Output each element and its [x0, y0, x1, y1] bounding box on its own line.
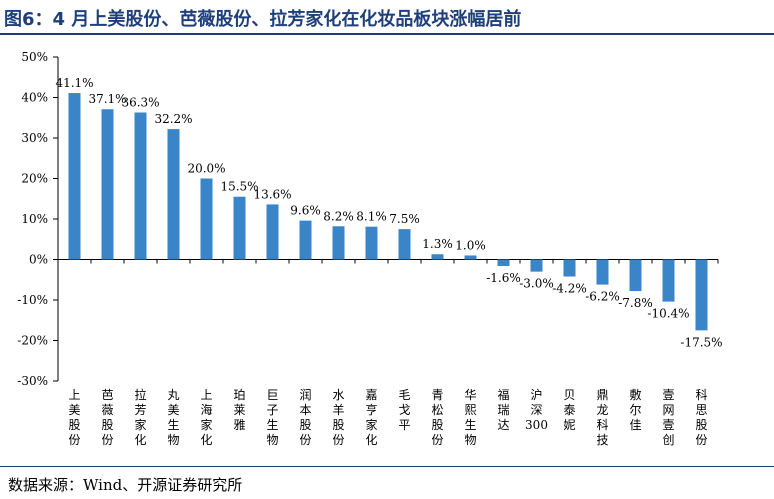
bar: [365, 226, 378, 260]
data-label: 9.6%: [290, 204, 321, 218]
category-label: 上美股份: [68, 388, 80, 447]
bar: [497, 259, 510, 266]
category-label: 沪深 300: [525, 388, 548, 432]
data-label: -10.4%: [647, 307, 689, 321]
bar: [101, 109, 114, 260]
bar: [563, 259, 576, 277]
data-label: -7.8%: [618, 296, 653, 310]
y-tick-label: 30%: [21, 131, 48, 145]
y-tick-label: 20%: [21, 172, 48, 186]
data-label: -6.2%: [585, 290, 620, 304]
data-label: 36.3%: [121, 95, 159, 109]
source-note: 数据来源：Wind、开源证券研究所: [8, 476, 243, 494]
chart-area: 50% 40% 30% 20% 10% 0% -10% -20% -30% 41.1% 上美股份 37…: [0, 38, 774, 463]
data-label: -3.0%: [519, 277, 554, 291]
footer-divider: [0, 466, 774, 467]
bar: [596, 259, 609, 285]
y-tick-label: 50%: [21, 50, 48, 64]
bar: [629, 259, 642, 292]
chart-title: 图6：4 月上美股份、芭薇股份、拉芳家化在化妆品板块涨幅居前: [4, 9, 522, 30]
data-label: -4.2%: [552, 282, 587, 296]
category-label: 巨子生物: [266, 388, 278, 447]
category-label: 上海家化: [200, 388, 212, 447]
category-label: 鼎龙科技: [596, 388, 608, 447]
bar: [167, 129, 180, 260]
data-label: 8.2%: [323, 209, 354, 223]
data-label: 41.1%: [55, 76, 93, 90]
data-label: -1.6%: [486, 271, 521, 285]
category-label: 丸美生物: [167, 388, 179, 447]
y-tick-label: -10%: [17, 293, 48, 307]
data-label: 37.1%: [88, 92, 126, 106]
data-label: 1.0%: [455, 238, 486, 252]
bar: [68, 93, 81, 260]
bar: [200, 178, 213, 260]
bar: [233, 196, 246, 260]
bar: [662, 259, 675, 302]
category-label: 毛戈平: [398, 388, 410, 432]
category-label: 福瑞达: [497, 387, 509, 432]
category-label: 壹网壹创: [662, 388, 674, 447]
bar: [431, 254, 444, 260]
data-label: 7.5%: [389, 212, 420, 226]
bar: [398, 229, 411, 260]
bar: [332, 226, 345, 260]
category-label: 华熙生物: [464, 388, 476, 447]
data-label: -17.5%: [680, 335, 722, 349]
y-tick-label: 0%: [29, 253, 48, 267]
y-tick-label: 40%: [21, 91, 48, 105]
bar: [266, 204, 279, 260]
data-label: 15.5%: [220, 180, 258, 194]
bar: [530, 259, 543, 272]
category-label: 敷尔佳: [629, 387, 641, 432]
title-bar: 图6：4 月上美股份、芭薇股份、拉芳家化在化妆品板块涨幅居前: [0, 0, 774, 35]
category-label: 贝泰妮: [563, 388, 575, 432]
category-label: 嘉亨家化: [365, 388, 377, 447]
y-tick-label: -20%: [17, 334, 48, 348]
bar: [464, 255, 477, 260]
category-label: 青松股份: [431, 388, 443, 447]
category-label: 珀莱雅: [233, 388, 245, 432]
data-label: 32.2%: [154, 112, 192, 126]
data-label: 13.6%: [253, 187, 291, 201]
bar-chart: 50% 40% 30% 20% 10% 0% -10% -20% -30% 41.1% 上美股份 37…: [17, 50, 722, 447]
category-label: 芭薇股份: [101, 388, 113, 447]
category-label: 润本股份: [299, 388, 311, 447]
bar: [134, 112, 147, 260]
bar: [299, 220, 312, 260]
category-label: 水羊股份: [332, 388, 344, 447]
data-label: 8.1%: [356, 210, 387, 224]
category-label: 科思股份: [695, 388, 707, 447]
data-label: 20.0%: [187, 162, 225, 176]
y-tick-label: -30%: [17, 374, 48, 388]
data-label: 1.3%: [422, 237, 453, 251]
category-label: 拉芳家化: [134, 387, 146, 447]
bar: [695, 259, 708, 331]
title-divider: [0, 33, 774, 35]
y-tick-label: 10%: [21, 212, 48, 226]
